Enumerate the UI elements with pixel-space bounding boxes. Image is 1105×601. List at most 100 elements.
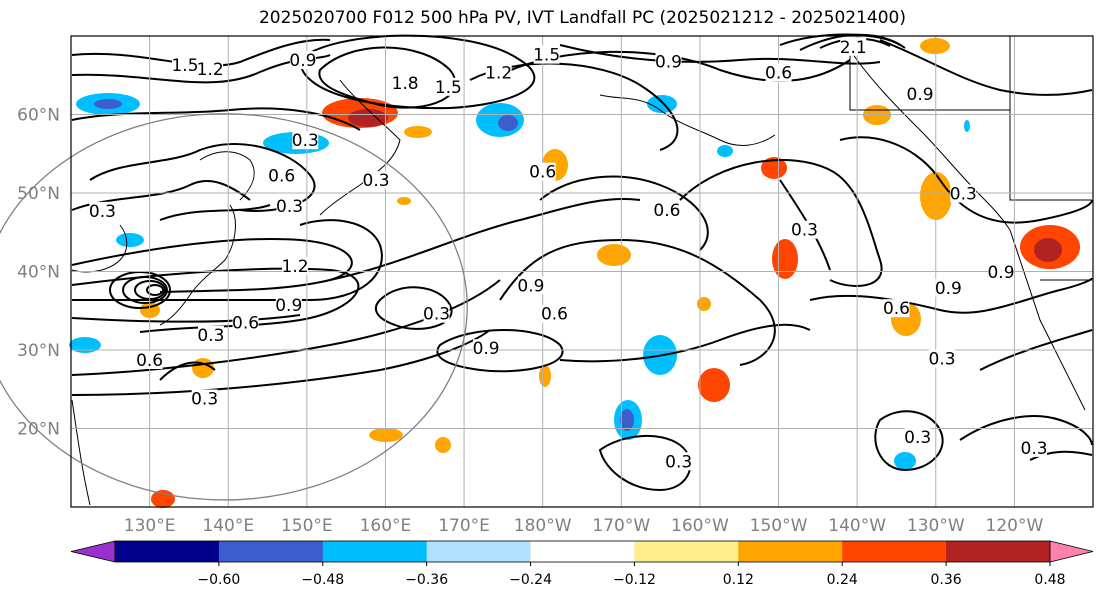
contour-labels: 1.51.2 0.9 1.51.8 1.51.20.90.60.92.10.30.6 0… bbox=[89, 37, 1048, 472]
negative-anomaly-patch bbox=[116, 233, 144, 247]
coastline bbox=[1009, 229, 1086, 411]
lat-tick-label: 60°N bbox=[17, 106, 60, 126]
contour-label-bg bbox=[392, 73, 419, 92]
contour-label-bg bbox=[517, 276, 544, 295]
contour-label: 1.2 bbox=[282, 257, 309, 277]
negative-anomaly-patch bbox=[94, 99, 122, 109]
contour-label: 0.9 bbox=[987, 263, 1014, 283]
map-frame bbox=[70, 35, 1094, 508]
negative-anomaly-patch bbox=[894, 452, 916, 470]
colorbar-tick-label: −0.12 bbox=[613, 572, 656, 588]
contour-label-bg bbox=[529, 162, 556, 181]
contour-label-bg bbox=[89, 201, 116, 220]
negative-anomaly-patch bbox=[69, 337, 101, 353]
pv-contour bbox=[122, 276, 169, 304]
lat-tick-label: 30°N bbox=[17, 341, 60, 361]
colorbar-tick-label: −0.60 bbox=[197, 572, 240, 588]
contour-label-bg bbox=[883, 299, 910, 318]
lon-tick-label: 150°E bbox=[281, 516, 333, 536]
contour-label-bg bbox=[653, 201, 680, 220]
negative-anomaly-patch bbox=[498, 115, 518, 131]
contour-label: 0.3 bbox=[363, 171, 390, 191]
contour-label: 0.9 bbox=[289, 51, 316, 71]
contour-label-bg bbox=[191, 389, 218, 408]
positive-anomaly-patch bbox=[369, 428, 403, 442]
positive-anomaly-patch bbox=[404, 126, 432, 138]
contour-label: 0.3 bbox=[1021, 439, 1048, 459]
contour-label: 2.1 bbox=[840, 38, 867, 58]
positive-anomaly-patch bbox=[1034, 238, 1062, 262]
lon-tick-label: 160°W bbox=[671, 516, 729, 536]
contour-label-bg bbox=[791, 220, 818, 239]
contour-label: 0.9 bbox=[473, 339, 500, 359]
contour-label-bg bbox=[268, 166, 295, 185]
contour-label: 1.2 bbox=[485, 64, 512, 84]
colorbar-segment bbox=[842, 541, 947, 562]
contour-label-bg bbox=[136, 350, 163, 369]
pv-contour bbox=[598, 434, 692, 492]
positive-anomaly-patch bbox=[348, 109, 388, 127]
contour-label: 0.9 bbox=[655, 53, 682, 73]
contour-label: 0.3 bbox=[89, 202, 116, 222]
lat-tick-label: 50°N bbox=[17, 184, 60, 204]
contour-label: 0.3 bbox=[791, 221, 818, 241]
contour-label: 0.6 bbox=[268, 167, 295, 187]
pv-contour bbox=[374, 286, 453, 330]
colorbar-tick-label: 0.36 bbox=[931, 572, 962, 588]
contour-label: 0.3 bbox=[950, 185, 977, 205]
contour-label-bg bbox=[276, 197, 303, 216]
colorbar: −0.60 −0.48 −0.36 −0.24 −0.12 0.12 0.24 0.36 0.4… bbox=[70, 540, 1094, 588]
pv-contour-layer bbox=[71, 33, 1093, 492]
lon-tick-label: 130°W bbox=[907, 516, 965, 536]
pv-contour bbox=[469, 62, 679, 151]
colorbar-segment bbox=[426, 541, 532, 562]
positive-anomaly-patch bbox=[697, 297, 711, 311]
contour-label-bg bbox=[950, 184, 977, 203]
contour-label: 0.6 bbox=[765, 64, 792, 84]
coastline bbox=[159, 204, 236, 326]
contour-label-bg bbox=[423, 304, 450, 323]
pv-contour bbox=[71, 279, 501, 376]
contour-label: 0.6 bbox=[232, 313, 259, 333]
contour-label-bg bbox=[929, 349, 956, 368]
colorbar-extend-high bbox=[1049, 540, 1094, 563]
pv-contour bbox=[809, 277, 1093, 314]
lon-tick-label: 120°W bbox=[986, 516, 1044, 536]
pv-contour bbox=[799, 33, 906, 51]
coastline bbox=[849, 40, 1010, 111]
contour-label: 0.3 bbox=[197, 326, 224, 346]
pv-contour bbox=[559, 323, 811, 363]
pv-contour bbox=[159, 361, 216, 381]
contour-label: 0.3 bbox=[292, 131, 319, 151]
range-circle-layer bbox=[0, 113, 468, 501]
contour-label-bg bbox=[765, 63, 792, 82]
contour-label: 0.3 bbox=[904, 428, 931, 448]
contour-label-bg bbox=[435, 77, 462, 96]
colorbar-segment bbox=[115, 541, 220, 562]
colorbar-tick-label: −0.36 bbox=[405, 572, 448, 588]
contour-label: 0.6 bbox=[541, 305, 568, 325]
contour-label-bg bbox=[1021, 438, 1048, 457]
pv-contour bbox=[436, 329, 564, 373]
colorbar-tick-label: −0.24 bbox=[509, 572, 552, 588]
contour-label: 0.9 bbox=[907, 85, 934, 105]
contour-label: 0.6 bbox=[883, 299, 910, 319]
lon-tick-label: 180°W bbox=[514, 516, 572, 536]
contour-label-bg bbox=[197, 325, 224, 344]
lon-tick-label: 130°E bbox=[124, 516, 176, 536]
pv-contour bbox=[879, 39, 1093, 96]
pv-contour bbox=[979, 329, 1093, 371]
colorbar-segment bbox=[530, 541, 635, 562]
contour-label: 1.8 bbox=[392, 74, 419, 94]
contour-label-bg bbox=[907, 84, 934, 103]
positive-anomaly-patch bbox=[597, 244, 631, 266]
colorbar-outline bbox=[114, 540, 1051, 563]
colorbar-segment bbox=[634, 541, 739, 562]
contour-label: 0.6 bbox=[529, 163, 556, 183]
pv-contour bbox=[134, 280, 167, 300]
positive-anomaly-patch bbox=[151, 490, 175, 508]
contour-label-bg bbox=[473, 339, 500, 358]
pv-contour bbox=[159, 204, 271, 221]
negative-anomaly-patch bbox=[647, 95, 677, 113]
contour-label-bg bbox=[197, 59, 224, 78]
